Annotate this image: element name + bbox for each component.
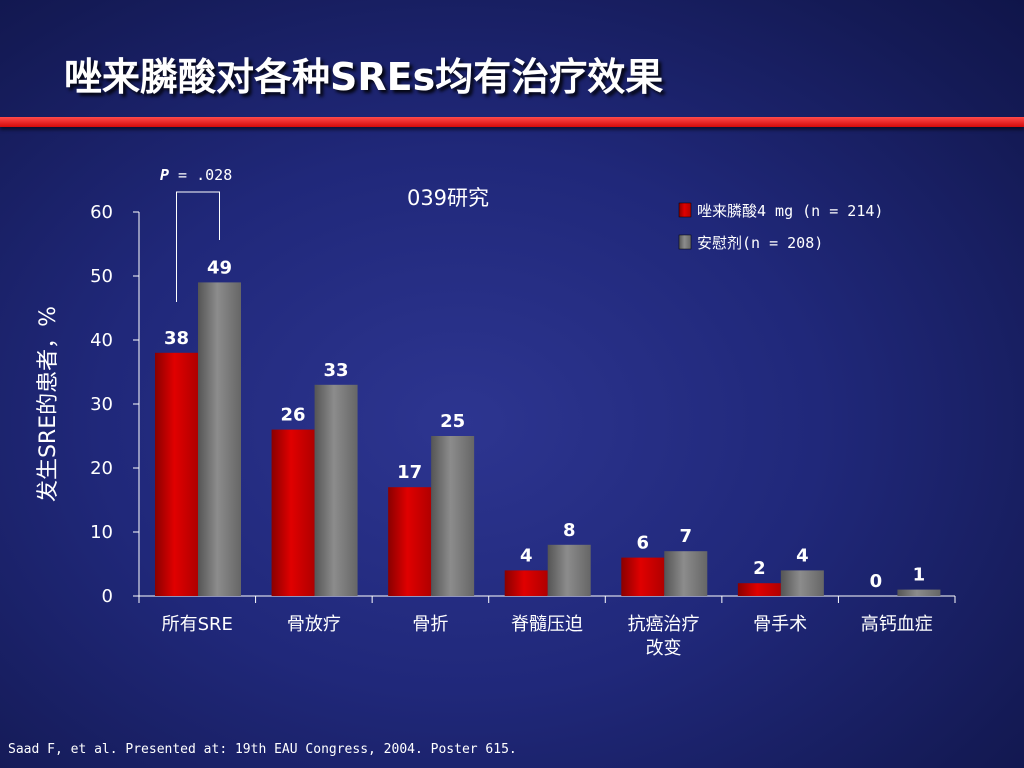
x-category-label: 高钙血症: [861, 614, 933, 635]
y-axis-title: 发生SRE的患者，%: [36, 306, 61, 502]
bar: [314, 384, 358, 596]
bar: [155, 352, 198, 596]
y-tick-label: 10: [90, 522, 113, 543]
bar: [431, 436, 475, 596]
x-category-label: 脊髓压迫: [511, 614, 583, 635]
bar: [504, 570, 548, 596]
x-category-label: 骨折: [412, 614, 448, 635]
bar-value-label: 7: [680, 526, 693, 547]
bar-value-label: 38: [164, 328, 189, 349]
bar: [780, 570, 824, 596]
legend-swatch: [678, 234, 692, 250]
p-value-label: P = .028: [160, 166, 232, 184]
legend-label: 唑来膦酸4 mg (n = 214): [697, 202, 883, 220]
bar-value-label: 6: [637, 533, 650, 554]
bar-value-label: 4: [520, 545, 533, 566]
bar-value-label: 8: [563, 520, 576, 541]
y-tick-label: 0: [102, 586, 113, 607]
bar-value-label: 4: [796, 545, 809, 566]
p-value-bracket: [176, 191, 220, 302]
y-tick-label: 50: [90, 266, 113, 287]
chart-subtitle: 039研究: [407, 186, 489, 210]
x-category-label: 骨手术: [753, 614, 807, 635]
bar: [897, 589, 941, 596]
y-tick-label: 40: [90, 330, 113, 351]
bar: [737, 583, 781, 596]
bar: [271, 429, 315, 596]
bar: [664, 551, 708, 596]
bar-value-label: 2: [753, 558, 766, 579]
legend-label: 安慰剂(n = 208): [697, 234, 823, 252]
bar: [198, 282, 241, 596]
slide-title: 唑来膦酸对各种SREs均有治疗效果: [64, 55, 664, 99]
bar-value-label: 49: [207, 257, 232, 278]
x-category-label: 骨放疗: [287, 614, 341, 635]
y-tick-label: 20: [90, 458, 113, 479]
bar: [388, 487, 432, 596]
bar-value-label: 0: [870, 571, 883, 592]
y-tick-label: 30: [90, 394, 113, 415]
x-category-label: 抗癌治疗: [628, 614, 700, 635]
footnote: Saad F, et al. Presented at: 19th EAU Co…: [8, 742, 517, 757]
y-tick-label: 60: [90, 202, 113, 223]
bar: [621, 557, 665, 596]
bar: [547, 544, 591, 596]
x-category-label: 改变: [646, 638, 682, 659]
bar-value-label: 26: [281, 405, 306, 426]
bar-value-label: 25: [440, 411, 465, 432]
x-category-label: 所有SRE: [162, 614, 233, 635]
legend-swatch: [678, 202, 692, 218]
bar-value-label: 17: [397, 462, 422, 483]
title-divider: [0, 117, 1024, 127]
bar-value-label: 1: [913, 565, 926, 586]
bar-value-label: 33: [324, 360, 349, 381]
